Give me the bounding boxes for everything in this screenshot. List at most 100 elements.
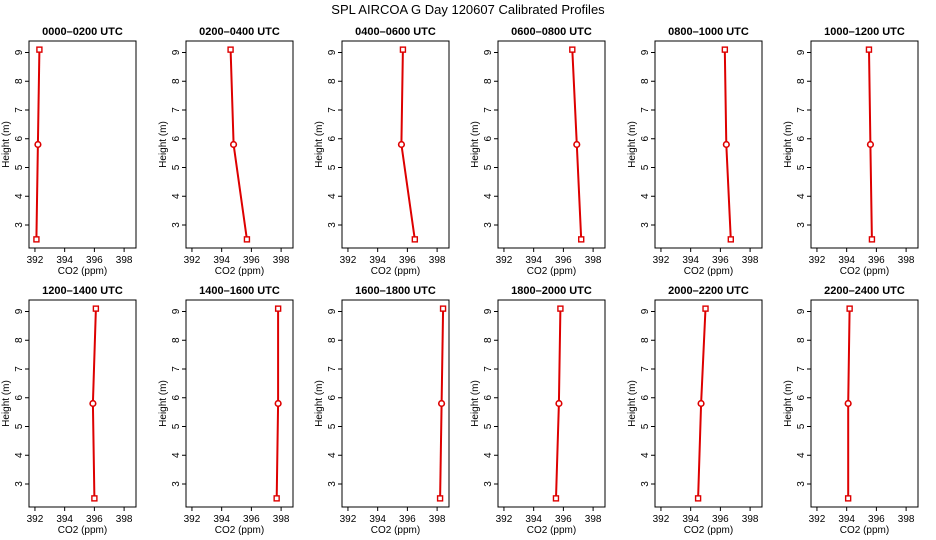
- y-tick-label: 4: [327, 452, 338, 458]
- y-tick-label: 3: [483, 481, 494, 487]
- data-point: [227, 46, 234, 53]
- x-axis-label: CO2 (ppm): [684, 525, 733, 536]
- data-point: [697, 399, 705, 408]
- data-point: [399, 46, 407, 53]
- y-tick-label: 3: [14, 222, 25, 228]
- x-tick-label: 394: [525, 255, 542, 266]
- y-tick-label: 7: [14, 366, 25, 372]
- data-point: [89, 399, 97, 408]
- y-tick-label: 4: [640, 452, 651, 458]
- y-tick-label: 9: [483, 49, 494, 55]
- x-tick-label: 396: [555, 255, 572, 266]
- y-axis-label: Height (m): [1, 380, 12, 427]
- y-tick-label: 4: [796, 193, 807, 199]
- panel-title: 1000–1200 UTC: [824, 26, 905, 38]
- y-axis-label: Height (m): [470, 380, 481, 427]
- panel-11: 2000–2200 UTC 392 394 396 398 CO2 (ppm) 3 4 5 6 7 8…: [627, 285, 763, 536]
- x-tick-label: 394: [682, 255, 699, 266]
- y-tick-label: 7: [640, 107, 651, 113]
- y-tick-label: 8: [796, 337, 807, 343]
- y-tick-label: 4: [171, 193, 182, 199]
- x-tick-label: 392: [27, 255, 44, 266]
- panel-title: 1800–2000 UTC: [511, 285, 592, 297]
- y-tick-label: 9: [640, 49, 651, 55]
- figure-title: SPL AIRCOA G Day 120607 Calibrated Profi…: [331, 2, 605, 17]
- y-axis-label: Height (m): [783, 380, 794, 427]
- data-point: [727, 236, 734, 243]
- y-tick-label: 6: [171, 136, 182, 142]
- data-point: [694, 495, 702, 502]
- x-tick-label: 398: [429, 255, 446, 266]
- y-tick-label: 3: [640, 481, 651, 487]
- y-tick-label: 7: [483, 107, 494, 113]
- y-tick-label: 5: [640, 423, 651, 429]
- panel-3: 0400–0600 UTC 392 394 396 398 CO2 (ppm) 3 4 5 6 7 8…: [314, 26, 450, 277]
- y-axis-label: Height (m): [1, 121, 12, 168]
- y-tick-label: 4: [640, 193, 651, 199]
- y-tick-label: 7: [171, 107, 182, 113]
- x-tick-label: 396: [868, 514, 885, 525]
- y-tick-label: 8: [327, 337, 338, 343]
- x-tick-label: 394: [838, 255, 855, 266]
- y-axis-label: Height (m): [627, 380, 638, 427]
- x-axis-label: CO2 (ppm): [371, 525, 420, 536]
- y-tick-label: 8: [640, 337, 651, 343]
- y-axis-label: Height (m): [314, 380, 325, 427]
- y-tick-label: 5: [796, 423, 807, 429]
- panel-6: 1000–1200 UTC 392 394 396 398 CO2 (ppm) 3 4 5 6 7 8…: [783, 26, 919, 277]
- y-tick-label: 9: [327, 308, 338, 314]
- panel-5: 0800–1000 UTC 392 394 396 398 CO2 (ppm) 3 4 5 6 7 8…: [627, 26, 763, 277]
- x-tick-label: 396: [399, 255, 416, 266]
- y-tick-label: 3: [171, 222, 182, 228]
- y-tick-label: 8: [327, 78, 338, 84]
- data-point: [552, 495, 560, 502]
- plot-frame: [654, 299, 763, 508]
- y-tick-label: 4: [327, 193, 338, 199]
- panel-title: 2200–2400 UTC: [824, 285, 905, 297]
- data-point: [36, 46, 43, 53]
- x-tick-label: 392: [653, 255, 670, 266]
- panel-4: 0600–0800 UTC 392 394 396 398 CO2 (ppm) 3 4 5 6 7 8…: [470, 26, 606, 277]
- x-tick-label: 394: [213, 255, 230, 266]
- x-tick-label: 392: [184, 255, 201, 266]
- y-axis-label: Height (m): [783, 121, 794, 168]
- panel-title: 1200–1400 UTC: [42, 285, 123, 297]
- y-tick-label: 8: [640, 78, 651, 84]
- plot-frame: [654, 40, 763, 249]
- x-tick-label: 392: [496, 514, 513, 525]
- y-tick-label: 7: [14, 107, 25, 113]
- x-tick-label: 398: [273, 514, 290, 525]
- y-tick-label: 5: [14, 423, 25, 429]
- y-tick-label: 6: [171, 395, 182, 401]
- y-tick-label: 4: [171, 452, 182, 458]
- y-tick-label: 3: [171, 481, 182, 487]
- x-tick-label: 392: [496, 255, 513, 266]
- x-tick-label: 392: [27, 514, 44, 525]
- y-tick-label: 7: [796, 107, 807, 113]
- y-tick-label: 8: [14, 78, 25, 84]
- data-point: [722, 140, 730, 149]
- y-tick-label: 8: [483, 337, 494, 343]
- y-axis-label: Height (m): [627, 121, 638, 168]
- x-tick-label: 392: [809, 514, 826, 525]
- plot-frame: [497, 299, 606, 508]
- data-point: [397, 140, 406, 149]
- x-tick-label: 392: [340, 255, 357, 266]
- panel-title: 0800–1000 UTC: [668, 26, 749, 38]
- y-tick-label: 4: [14, 193, 25, 199]
- y-tick-label: 5: [483, 423, 494, 429]
- data-point: [436, 495, 444, 502]
- data-point: [844, 495, 852, 502]
- data-point: [865, 46, 873, 53]
- x-tick-label: 394: [56, 255, 73, 266]
- data-point: [557, 305, 564, 312]
- y-tick-label: 9: [171, 308, 182, 314]
- y-tick-label: 9: [327, 49, 338, 55]
- y-tick-label: 6: [483, 136, 494, 142]
- panel-7: 1200–1400 UTC 392 394 396 398 CO2 (ppm) 3 4 5 6 7 8…: [1, 285, 137, 536]
- data-point: [92, 305, 100, 312]
- y-tick-label: 4: [483, 452, 494, 458]
- y-tick-label: 9: [640, 308, 651, 314]
- y-tick-label: 6: [640, 395, 651, 401]
- x-tick-label: 398: [429, 514, 446, 525]
